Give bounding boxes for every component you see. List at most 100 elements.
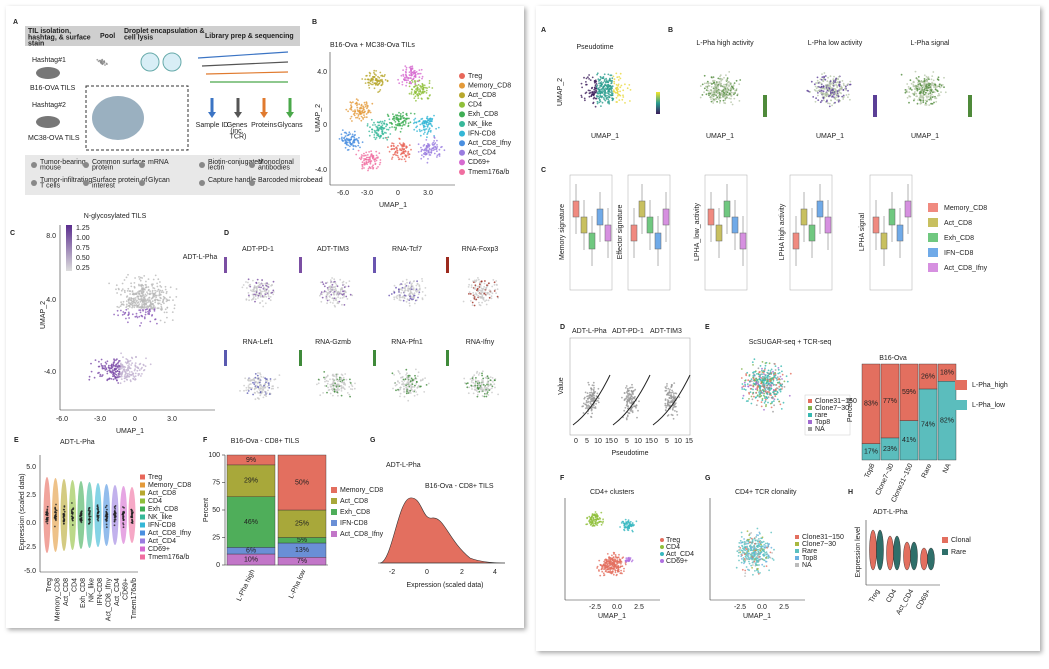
- cell-dot: [669, 388, 671, 391]
- cell-dot: [397, 114, 400, 117]
- cell-dot: [317, 378, 320, 381]
- cell-dot: [415, 284, 418, 287]
- cell-dot: [117, 372, 120, 375]
- cell-dot: [719, 84, 722, 86]
- cell-dot: [367, 158, 370, 161]
- cell-dot: [248, 294, 250, 297]
- cell-dot: [426, 115, 429, 118]
- cell-dot: [255, 381, 257, 384]
- cell-dot: [54, 525, 56, 528]
- cell-dot: [131, 512, 133, 514]
- x-tick-label: 10: [634, 438, 642, 445]
- cell-dot: [925, 79, 928, 81]
- cell-dot: [627, 412, 630, 414]
- cell-dot: [938, 85, 941, 88]
- cell-dot: [374, 162, 377, 165]
- x-tick-label: -6.0: [337, 190, 349, 197]
- data-label: 13%: [295, 547, 309, 554]
- legend-swatch: [140, 498, 145, 504]
- cell-dot: [631, 411, 634, 414]
- cell-dot: [417, 80, 420, 83]
- cell-dot: [113, 520, 116, 522]
- cell-dot: [88, 375, 91, 378]
- cell-dot: [257, 391, 260, 394]
- cell-dot: [122, 300, 125, 303]
- cell-dot: [619, 72, 622, 75]
- cell-dot: [361, 78, 364, 80]
- cell-dot: [904, 89, 907, 91]
- cell-dot: [718, 102, 721, 104]
- step-label: Pool: [100, 33, 115, 40]
- cell-dot: [842, 82, 845, 85]
- cell-dot: [703, 82, 706, 85]
- cell-dot: [417, 95, 419, 97]
- cell-dot: [709, 89, 712, 91]
- cell-dot: [374, 130, 376, 133]
- cell-dot: [144, 365, 147, 368]
- cell-dot: [130, 282, 133, 285]
- cell-dot: [138, 373, 141, 375]
- cell-dot: [130, 373, 133, 376]
- cell-dot: [379, 134, 382, 137]
- cell-dot: [368, 166, 371, 168]
- cell-dot: [90, 362, 92, 365]
- cell-dot: [360, 104, 363, 107]
- cell-dot: [160, 291, 163, 294]
- cell-dot: [667, 400, 670, 402]
- cell-dot: [154, 306, 156, 309]
- cell-dot: [408, 66, 411, 69]
- cell-dot: [394, 114, 397, 116]
- cell-dot: [420, 157, 423, 160]
- cell-dot: [267, 293, 270, 296]
- cell-dot: [475, 280, 477, 283]
- feature-title: RNA-Foxp3: [462, 246, 499, 253]
- cell-dot: [612, 90, 615, 93]
- cell-dot: [379, 81, 381, 83]
- feature-title: RNA-Gzmb: [315, 339, 351, 346]
- cell-dot: [611, 80, 613, 83]
- legend-label: Act_CD8_Ifny: [148, 530, 192, 537]
- cell-dot: [624, 83, 626, 86]
- cell-dot: [127, 373, 130, 375]
- cell-dot: [341, 287, 343, 289]
- cell-dot: [388, 126, 391, 129]
- cell-dot: [836, 86, 839, 89]
- cell-dot: [923, 74, 926, 77]
- cell-dot: [252, 289, 255, 291]
- cell-dot: [397, 370, 400, 372]
- cell-dot: [422, 378, 424, 380]
- cell-dot: [257, 284, 260, 287]
- cell-dot: [476, 380, 479, 383]
- cell-dot: [819, 90, 821, 93]
- cell-dot: [425, 117, 428, 120]
- cell-dot: [335, 379, 338, 381]
- cell-dot: [843, 84, 845, 87]
- cell-dot: [125, 378, 128, 381]
- cell-dot: [344, 146, 347, 149]
- cell-dot: [827, 102, 829, 105]
- cell-dot: [393, 147, 395, 150]
- x-tick-label: 0: [574, 438, 578, 445]
- readout-label: Proteins: [251, 122, 277, 129]
- y-axis-label: Percent: [203, 498, 210, 522]
- cell-dot: [351, 133, 354, 136]
- cell-dot: [131, 373, 134, 376]
- cell-dot: [615, 83, 618, 86]
- cell-dot: [332, 394, 334, 397]
- cell-dot: [338, 388, 340, 391]
- feature-title: RNA-Lef1: [243, 339, 274, 346]
- cell-dot: [934, 86, 937, 88]
- cell-dot: [714, 93, 717, 96]
- cell-dot: [810, 80, 813, 83]
- cell-dot: [608, 88, 611, 90]
- cell-dot: [406, 114, 408, 117]
- cell-dot: [466, 386, 469, 389]
- panel-letter: G: [370, 437, 376, 444]
- cell-dot: [257, 386, 260, 389]
- cell-dot: [919, 100, 922, 103]
- box: [872, 216, 880, 234]
- data-label: 25%: [295, 521, 309, 528]
- cell-dot: [413, 292, 416, 295]
- cell-dot: [597, 397, 600, 400]
- cell-dot: [485, 288, 487, 290]
